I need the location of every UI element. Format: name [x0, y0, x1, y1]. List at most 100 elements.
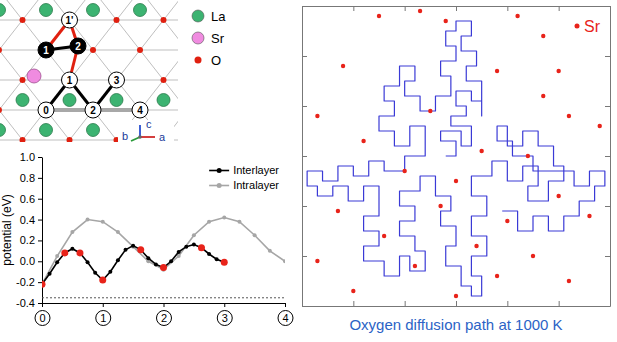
series-point — [268, 249, 272, 253]
y-axis-tick-label: -0.2 — [16, 276, 35, 288]
y-axis-tick — [302, 6, 307, 7]
y-axis-tick: -0.4 — [16, 297, 42, 309]
la-atom — [110, 94, 123, 107]
y-axis-right-tick-mark — [605, 206, 610, 207]
series-point — [146, 256, 150, 260]
x-axis-tick-mark — [164, 303, 165, 307]
scatter-point — [428, 109, 432, 113]
series-point — [70, 230, 74, 234]
x-axis-tick-mark — [103, 303, 104, 307]
lattice-bond — [93, 20, 117, 50]
y-axis-tick-label: 0.4 — [20, 214, 35, 226]
x-axis-tick — [456, 301, 457, 306]
x-axis-tick-mark — [285, 303, 286, 307]
lattice-bond — [0, 50, 23, 80]
series-point — [192, 243, 196, 247]
x-axis-top-tick-mark — [405, 6, 406, 11]
lattice-bond — [46, 140, 70, 142]
plot-area — [307, 9, 605, 298]
y-axis-tick-label: 0.6 — [20, 193, 35, 205]
scatter-point — [315, 259, 319, 263]
atom-legend-marker — [192, 10, 204, 22]
series-point — [192, 233, 196, 237]
x-axis: 01234 — [35, 303, 293, 326]
y-axis-right-tick-mark — [605, 106, 610, 107]
x-axis-top-tick-mark — [559, 6, 560, 11]
y-axis-right-tick-mark — [605, 306, 610, 307]
x-axis-top-tick-mark — [456, 6, 457, 11]
series-point — [215, 257, 219, 261]
o-atom — [20, 77, 26, 83]
lattice-bond — [140, 50, 178, 51]
series-point — [55, 254, 59, 258]
y-axis-tick-mark — [38, 220, 42, 221]
legend: Interlayer Intralayer — [209, 164, 279, 191]
x-axis-top-tick — [559, 6, 560, 11]
series-point — [177, 250, 181, 254]
y-axis-right-tick — [605, 206, 610, 207]
scatter-point — [444, 19, 448, 23]
scatter-point — [531, 254, 535, 258]
la-atom — [40, 4, 53, 17]
y-axis-tick: 0.0 — [20, 255, 42, 267]
key-point — [160, 264, 167, 271]
lattice-bond — [23, 140, 70, 141]
y-axis-tick-mark — [302, 6, 307, 7]
site-marker — [38, 42, 54, 58]
y-axis-right-tick-mark — [605, 256, 610, 257]
y-axis-tick-mark — [302, 206, 307, 207]
scatter-point — [598, 124, 602, 128]
series-point — [101, 220, 105, 224]
site-label: 0 — [43, 105, 49, 116]
site-label: 1 — [43, 45, 49, 56]
y-axis-right-tick-mark — [605, 156, 610, 157]
series-point — [48, 272, 52, 276]
scatter-point — [454, 179, 458, 183]
x-axis-tick-mark — [353, 301, 354, 306]
lattice — [0, 0, 178, 142]
site-label: 2 — [90, 105, 96, 116]
axis-arrow — [140, 136, 155, 138]
legend-marker — [575, 24, 580, 29]
o-atom — [20, 17, 26, 23]
x-axis-top-tick — [456, 6, 457, 11]
chart-diffusion — [302, 6, 611, 307]
x-axis-top-tick — [405, 6, 406, 11]
x-axis-top-tick-mark — [507, 6, 508, 11]
site-marker — [62, 72, 78, 88]
series-point — [154, 262, 158, 266]
site-marker — [132, 102, 148, 118]
y-axis-right-tick — [605, 256, 610, 257]
y-axis-title: potential (eV) — [0, 194, 14, 265]
scatter-point — [505, 219, 509, 223]
x-axis-tick-label: 2 — [161, 312, 167, 324]
y-axis-tick: 0.2 — [20, 234, 42, 246]
legend-marker — [217, 168, 222, 173]
x-axis-tick-mark — [405, 301, 406, 306]
legend-label: Interlayer — [233, 164, 279, 176]
y-axis-right-tick-mark — [605, 56, 610, 57]
atom-legend-label: Sr — [211, 31, 225, 46]
lattice-bond — [164, 0, 179, 20]
axis-arrow — [139, 125, 141, 137]
plot-area — [42, 215, 285, 297]
y-axis-tick — [302, 206, 307, 207]
x-axis-tick-label: 4 — [282, 312, 288, 324]
y-axis-tick-mark — [38, 157, 42, 158]
tick-label-circle — [217, 311, 232, 326]
tick-label-circle — [157, 311, 172, 326]
y-axis-tick — [302, 56, 307, 57]
x-axis-tick: 0 — [35, 303, 50, 326]
y-axis-right-line — [610, 7, 611, 307]
scatter-point — [377, 14, 381, 18]
y-axis-tick-mark — [302, 256, 307, 257]
lattice-bond — [0, 20, 23, 50]
y-axis-tick — [302, 256, 307, 257]
x-axis-line — [303, 306, 611, 307]
series-point — [108, 270, 112, 274]
legend-item: Intralayer — [209, 179, 279, 191]
x-axis-tick: 2 — [157, 303, 172, 326]
scatter-point — [351, 289, 355, 293]
y-axis-tick — [302, 306, 307, 307]
y-axis-right-tick — [605, 306, 610, 307]
